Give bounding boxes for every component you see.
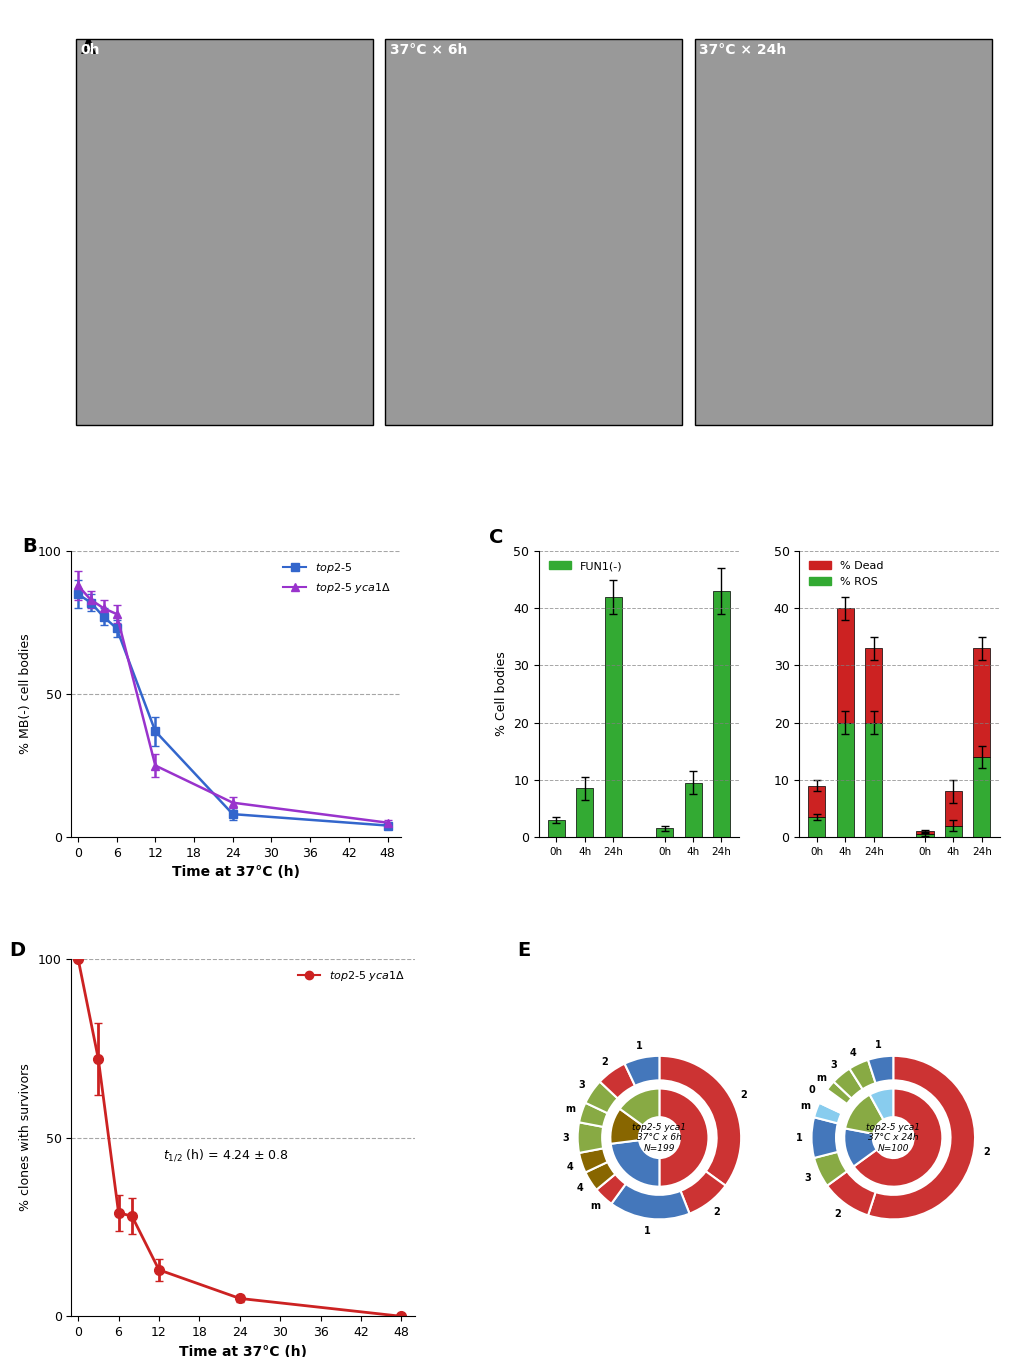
Text: top2-5 yca1
37°C x 24h
N=100: top2-5 yca1 37°C x 24h N=100 (865, 1122, 919, 1152)
Text: $t_{1/2}$ (h) = 4.24 ± 0.8: $t_{1/2}$ (h) = 4.24 ± 0.8 (163, 1148, 288, 1163)
Text: m: m (565, 1103, 575, 1114)
Legend: $\it{top2}$-$\it{5}$ $\it{yca1}$Δ: $\it{top2}$-$\it{5}$ $\it{yca1}$Δ (293, 965, 409, 988)
Wedge shape (818, 1090, 846, 1113)
Text: m: m (799, 1101, 809, 1111)
Text: 0: 0 (808, 1084, 815, 1095)
Text: 4: 4 (576, 1183, 583, 1193)
FancyBboxPatch shape (694, 39, 990, 425)
Y-axis label: % MB(-) cell bodies: % MB(-) cell bodies (19, 634, 33, 754)
Text: 4: 4 (849, 1048, 856, 1057)
Legend: FUN1(-): FUN1(-) (544, 556, 627, 575)
Text: 1: 1 (795, 1133, 802, 1143)
Wedge shape (610, 1140, 658, 1186)
Text: m: m (815, 1072, 825, 1083)
Text: 37°C × 24h: 37°C × 24h (699, 43, 786, 57)
Text: top2-5 yca1
37°C x 6h
N=199: top2-5 yca1 37°C x 6h N=199 (632, 1122, 686, 1152)
Bar (916, 832, 932, 835)
Bar (916, 835, 932, 837)
Wedge shape (869, 1088, 893, 1120)
Wedge shape (853, 1088, 942, 1186)
Bar (655, 828, 673, 837)
Bar (836, 723, 853, 837)
Wedge shape (680, 1171, 725, 1213)
Y-axis label: % Cell bodies: % Cell bodies (494, 651, 507, 737)
Text: 1: 1 (874, 1039, 881, 1050)
Text: 3: 3 (561, 1133, 569, 1143)
Wedge shape (833, 1068, 862, 1098)
Text: 2: 2 (739, 1090, 746, 1101)
Wedge shape (596, 1174, 625, 1204)
Text: 3: 3 (804, 1172, 811, 1183)
Wedge shape (599, 1064, 635, 1098)
Wedge shape (867, 1056, 893, 1083)
Text: 2: 2 (834, 1209, 841, 1219)
Wedge shape (867, 1056, 974, 1220)
Wedge shape (658, 1056, 741, 1186)
Bar (808, 817, 824, 837)
Text: m: m (589, 1201, 599, 1212)
Wedge shape (845, 1095, 882, 1134)
Text: 2: 2 (713, 1206, 719, 1217)
Bar (944, 825, 961, 837)
Bar (864, 649, 881, 723)
Wedge shape (813, 1103, 841, 1124)
Wedge shape (813, 1152, 846, 1186)
FancyBboxPatch shape (385, 39, 682, 425)
Text: 1: 1 (644, 1225, 650, 1236)
Text: 0h: 0h (81, 43, 100, 57)
Bar (684, 783, 701, 837)
Bar (712, 592, 730, 837)
X-axis label: Time at 37°C (h): Time at 37°C (h) (179, 1345, 307, 1357)
Text: 2: 2 (982, 1147, 988, 1158)
Bar (972, 649, 989, 757)
Wedge shape (844, 1129, 876, 1167)
Wedge shape (610, 1183, 689, 1220)
X-axis label: Time at 37°C (h): Time at 37°C (h) (172, 866, 300, 879)
Wedge shape (579, 1103, 607, 1126)
Y-axis label: % clones with survivors: % clones with survivors (19, 1064, 33, 1212)
Legend: % Dead, % ROS: % Dead, % ROS (804, 556, 888, 592)
Wedge shape (624, 1056, 658, 1086)
Wedge shape (849, 1060, 874, 1090)
Text: C: C (488, 528, 502, 547)
Wedge shape (585, 1162, 614, 1190)
Text: 4: 4 (566, 1162, 573, 1171)
Text: 3: 3 (578, 1080, 585, 1090)
Wedge shape (577, 1122, 602, 1153)
Wedge shape (826, 1082, 851, 1105)
Text: B: B (22, 537, 37, 556)
Bar (808, 786, 824, 817)
Bar (944, 791, 961, 825)
Bar (604, 597, 622, 837)
Text: D: D (9, 940, 25, 959)
Wedge shape (579, 1148, 607, 1172)
Wedge shape (826, 1171, 874, 1216)
Legend: $\it{top2}$-$\it{5}$, $\it{top2}$-$\it{5}$ $\it{yca1}$Δ: $\it{top2}$-$\it{5}$, $\it{top2}$-$\it{5… (278, 556, 394, 598)
Wedge shape (658, 1088, 708, 1186)
Bar (972, 757, 989, 837)
Text: 1: 1 (635, 1041, 642, 1050)
Text: E: E (517, 940, 530, 959)
Bar (864, 723, 881, 837)
Text: A: A (81, 39, 96, 58)
Bar (576, 788, 593, 837)
Wedge shape (620, 1088, 658, 1125)
Bar (547, 820, 565, 837)
Text: 37°C × 6h: 37°C × 6h (389, 43, 467, 57)
Bar (836, 608, 853, 723)
FancyBboxPatch shape (76, 39, 373, 425)
Text: 2: 2 (600, 1057, 607, 1067)
Wedge shape (609, 1109, 642, 1144)
Wedge shape (811, 1117, 837, 1158)
Text: 3: 3 (829, 1060, 836, 1071)
Wedge shape (585, 1082, 618, 1113)
